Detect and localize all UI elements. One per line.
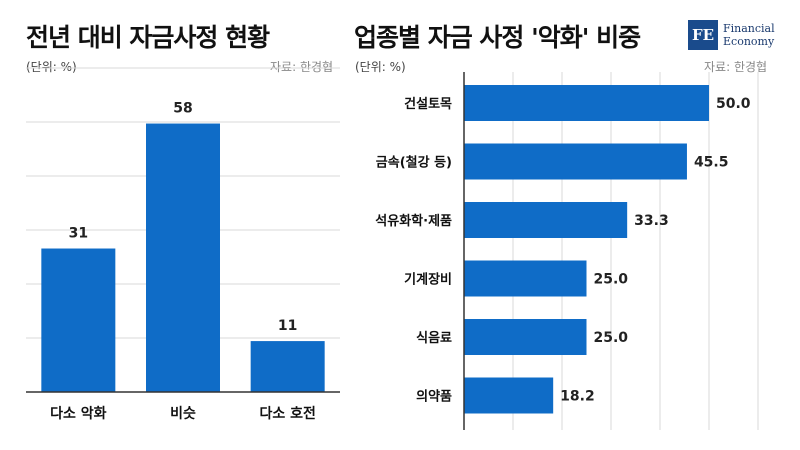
right-bar [464,143,687,180]
financial-economy-logo: FE Financial Economy [688,20,775,50]
right-bar [464,319,587,355]
left-category-label: 다소 호전 [259,405,315,422]
right-value-label: 50.0 [716,96,751,112]
right-chart-title: 업종별 자금 사정 '악화' 비중 [354,23,641,52]
right-value-label: 25.0 [594,330,629,346]
right-bar [464,85,709,121]
right-category-label: 석유화학·제품 [375,213,452,229]
left-category-label: 비슷 [170,406,196,422]
left-source-label: 자료: 한경협 [270,60,334,74]
right-value-label: 18.2 [560,389,595,405]
logo-mark: FE [688,20,718,50]
left-chart-title: 전년 대비 자금사정 현황 [26,23,270,52]
right-value-label: 45.5 [694,155,729,171]
logo-text-line1: Financial [723,22,775,35]
right-category-label: 금속(철강 등) [376,155,452,171]
left-bar [250,341,325,392]
right-value-label: 33.3 [634,213,669,229]
left-value-label: 31 [69,226,88,242]
left-bar [41,248,116,392]
right-value-label: 25.0 [594,272,629,288]
left-value-label: 58 [173,101,192,117]
left-bar [146,123,220,393]
right-bar [464,260,587,297]
right-bar [464,202,628,238]
right-category-label: 의약품 [416,389,452,405]
right-bar [464,377,554,414]
left-unit-label: (단위: %) [26,60,77,74]
left-category-label: 다소 악화 [50,405,107,422]
right-unit-label: (단위: %) [355,60,406,74]
right-category-label: 기계장비 [404,272,452,288]
right-category-label: 식음료 [416,330,452,346]
left-value-label: 11 [278,318,297,334]
right-category-label: 건설토목 [404,96,452,112]
logo-text-line2: Economy [723,35,775,48]
right-source-label: 자료: 한경협 [704,60,768,74]
